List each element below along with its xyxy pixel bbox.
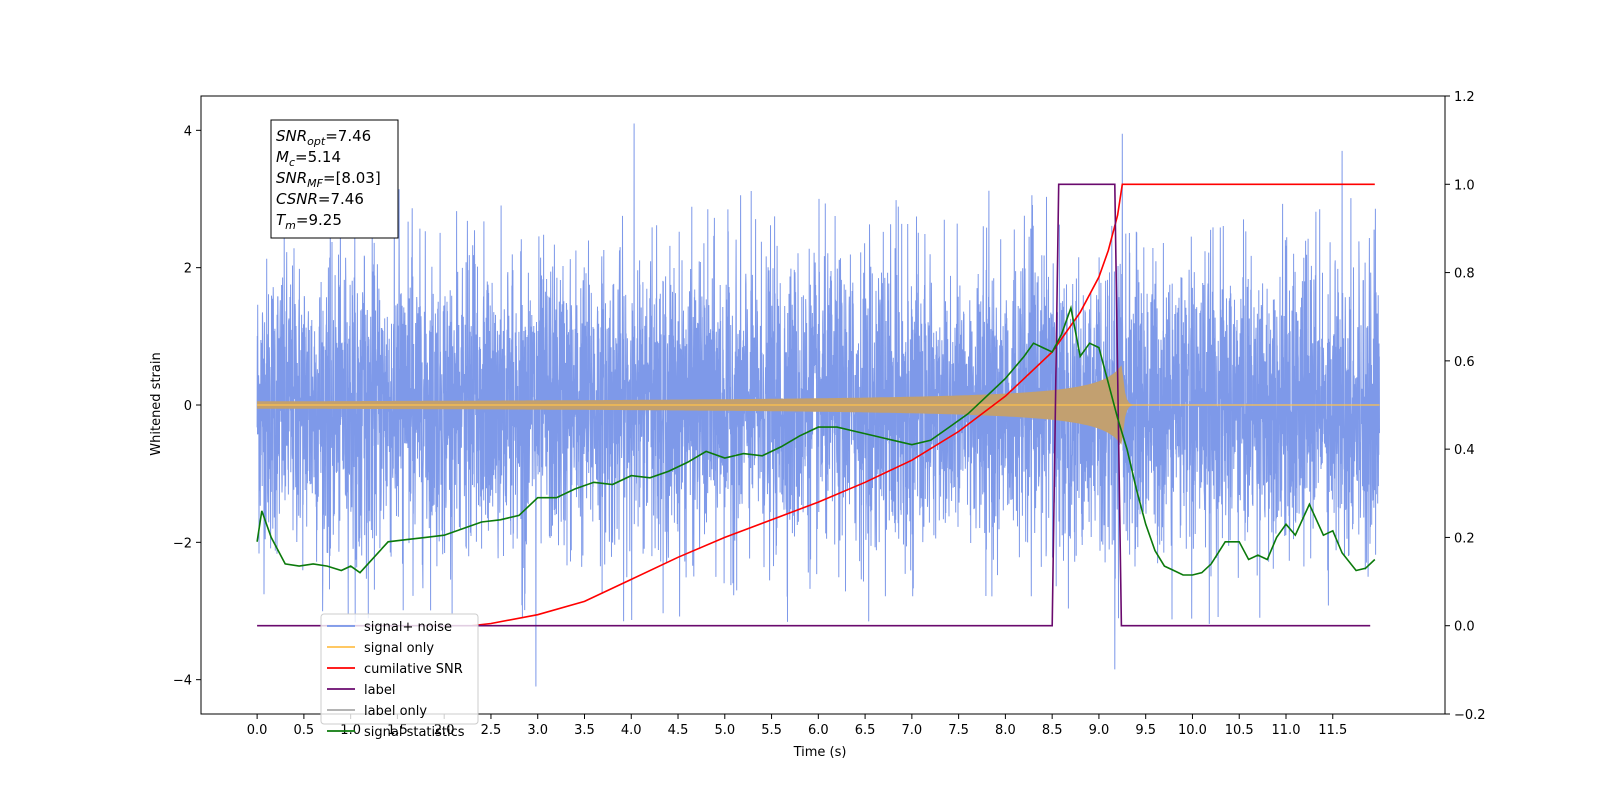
x-tick-label: 6.5	[855, 723, 876, 738]
y-tick-label: −2	[173, 536, 192, 551]
series-label	[257, 183, 1371, 627]
series-signal-plus-noise	[256, 123, 1380, 687]
x-tick-label: 7.5	[948, 723, 969, 738]
x-tick-label: 7.0	[902, 723, 923, 738]
legend-label: signal+ noise	[364, 620, 452, 635]
x-tick-label: 4.0	[621, 723, 642, 738]
x-tick-label: 0.0	[247, 723, 268, 738]
annotation-line: Tm=9.25	[276, 211, 342, 232]
annotation-line: SNRopt=7.46	[276, 127, 371, 148]
x-tick-label: 11.0	[1272, 723, 1301, 738]
x-tick-label: 8.0	[995, 723, 1016, 738]
x-tick-label: 3.0	[527, 723, 548, 738]
annotation-line: Mc=5.14	[276, 148, 341, 169]
x-tick-label: 8.5	[1042, 723, 1063, 738]
y2-tick-label: 0.2	[1454, 531, 1475, 546]
plot-area	[256, 123, 1380, 687]
x-tick-label: 0.5	[294, 723, 315, 738]
x-tick-label: 6.0	[808, 723, 829, 738]
y-axis-label: Whitened strain	[149, 352, 164, 455]
series-signal-statistics	[256, 304, 1376, 576]
y-tick-label: 0	[184, 399, 192, 414]
annotation-frame	[270, 119, 399, 239]
legend-label: label only	[364, 704, 427, 719]
y2-tick-label: 1.0	[1454, 178, 1475, 193]
y2-tick-label: 0.8	[1454, 267, 1475, 282]
y2-tick-label: −0.2	[1454, 708, 1486, 723]
series-cumulative-snr	[472, 183, 1375, 627]
x-tick-label: 5.5	[761, 723, 782, 738]
y-tick-label: 4	[184, 124, 192, 139]
legend-label: signal statistics	[364, 725, 465, 740]
x-axis-label: Time (s)	[793, 745, 847, 760]
y2-tick-label: 1.2	[1454, 90, 1475, 105]
y2-tick-label: 0.4	[1454, 443, 1475, 458]
x-tick-label: 2.0	[434, 723, 455, 738]
x-tick-label: 10.5	[1225, 723, 1254, 738]
x-tick-label: 5.0	[714, 723, 735, 738]
legend-label: signal only	[364, 641, 434, 656]
legend-frame	[320, 613, 479, 725]
y2-tick-label: 0.6	[1454, 355, 1475, 370]
x-tick-label: 9.0	[1089, 723, 1110, 738]
x-tick-label: 3.5	[574, 723, 595, 738]
annotation-line: SNRMF=[8.03]	[276, 169, 381, 190]
x-tick-label: 9.5	[1135, 723, 1156, 738]
x-tick-label: 10.0	[1178, 723, 1207, 738]
x-tick-label: 4.5	[668, 723, 689, 738]
legend: signal+ noise signal only cumilative SNR la…	[320, 613, 479, 740]
y-tick-label: −4	[173, 674, 192, 689]
x-tick-label: 2.5	[481, 723, 502, 738]
y2-tick-label: 0.0	[1454, 620, 1475, 635]
legend-label: label	[364, 683, 395, 698]
x-tick-label: 11.5	[1318, 723, 1347, 738]
annotation-line: CSNR=7.46	[276, 190, 364, 208]
legend-label: cumilative SNR	[364, 662, 463, 677]
x-tick-label: 1.5	[387, 723, 408, 738]
y-tick-label: 2	[184, 262, 192, 277]
